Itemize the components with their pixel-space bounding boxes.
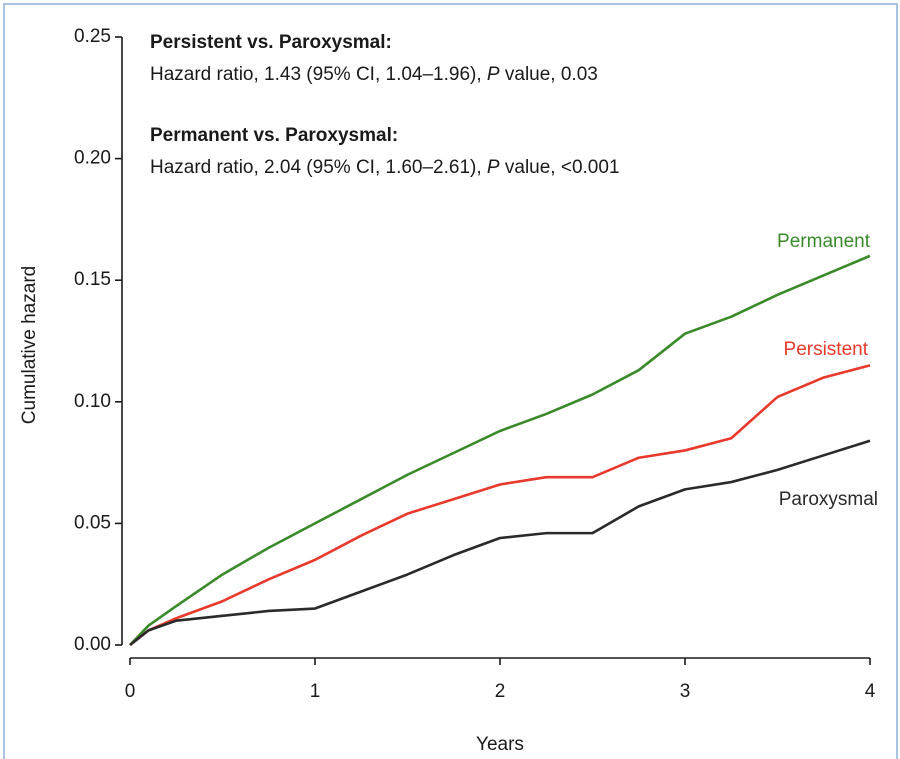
series-line xyxy=(129,439,871,647)
series-line xyxy=(129,254,871,646)
annotation-text: Hazard ratio, 2.04 (95% CI, 1.60–2.61), … xyxy=(150,157,620,178)
y-tick-label: 0.20 xyxy=(74,148,111,169)
annotation-part: value, <0.001 xyxy=(500,157,620,178)
x-tick-label: 2 xyxy=(495,681,506,702)
y-tick-label: 0.00 xyxy=(74,634,111,655)
x-tick-label: 1 xyxy=(310,681,321,702)
annotation-part: Hazard ratio, 1.43 (95% CI, 1.04–1.96), xyxy=(150,64,487,85)
annotation-part: value, 0.03 xyxy=(500,64,598,85)
y-tick-label: 0.10 xyxy=(74,391,111,412)
y-axis-label: Cumulative hazard xyxy=(19,266,40,424)
series-line xyxy=(129,364,871,647)
y-tick-label: 0.25 xyxy=(74,26,111,47)
series-label: Persistent xyxy=(784,339,869,360)
x-tick-label: 0 xyxy=(125,681,136,702)
x-tick-label: 4 xyxy=(865,681,876,702)
frame xyxy=(3,3,898,759)
y-tick-label: 0.05 xyxy=(74,512,111,533)
annotation-heading: Persistent vs. Paroxysmal: xyxy=(150,32,392,53)
y-tick-label: 0.15 xyxy=(74,269,111,290)
annotation-heading: Permanent vs. Paroxysmal: xyxy=(150,125,398,146)
series-label: Permanent xyxy=(777,231,871,252)
x-tick-label: 3 xyxy=(680,681,691,702)
series-label: Paroxysmal xyxy=(779,489,878,510)
annotation-emphasis: P xyxy=(487,157,500,178)
annotation-emphasis: P xyxy=(487,64,500,85)
x-axis-label: Years xyxy=(476,734,524,755)
annotation-part: Hazard ratio, 2.04 (95% CI, 1.60–2.61), xyxy=(150,157,487,178)
annotation-text: Hazard ratio, 1.43 (95% CI, 1.04–1.96), … xyxy=(150,64,598,85)
